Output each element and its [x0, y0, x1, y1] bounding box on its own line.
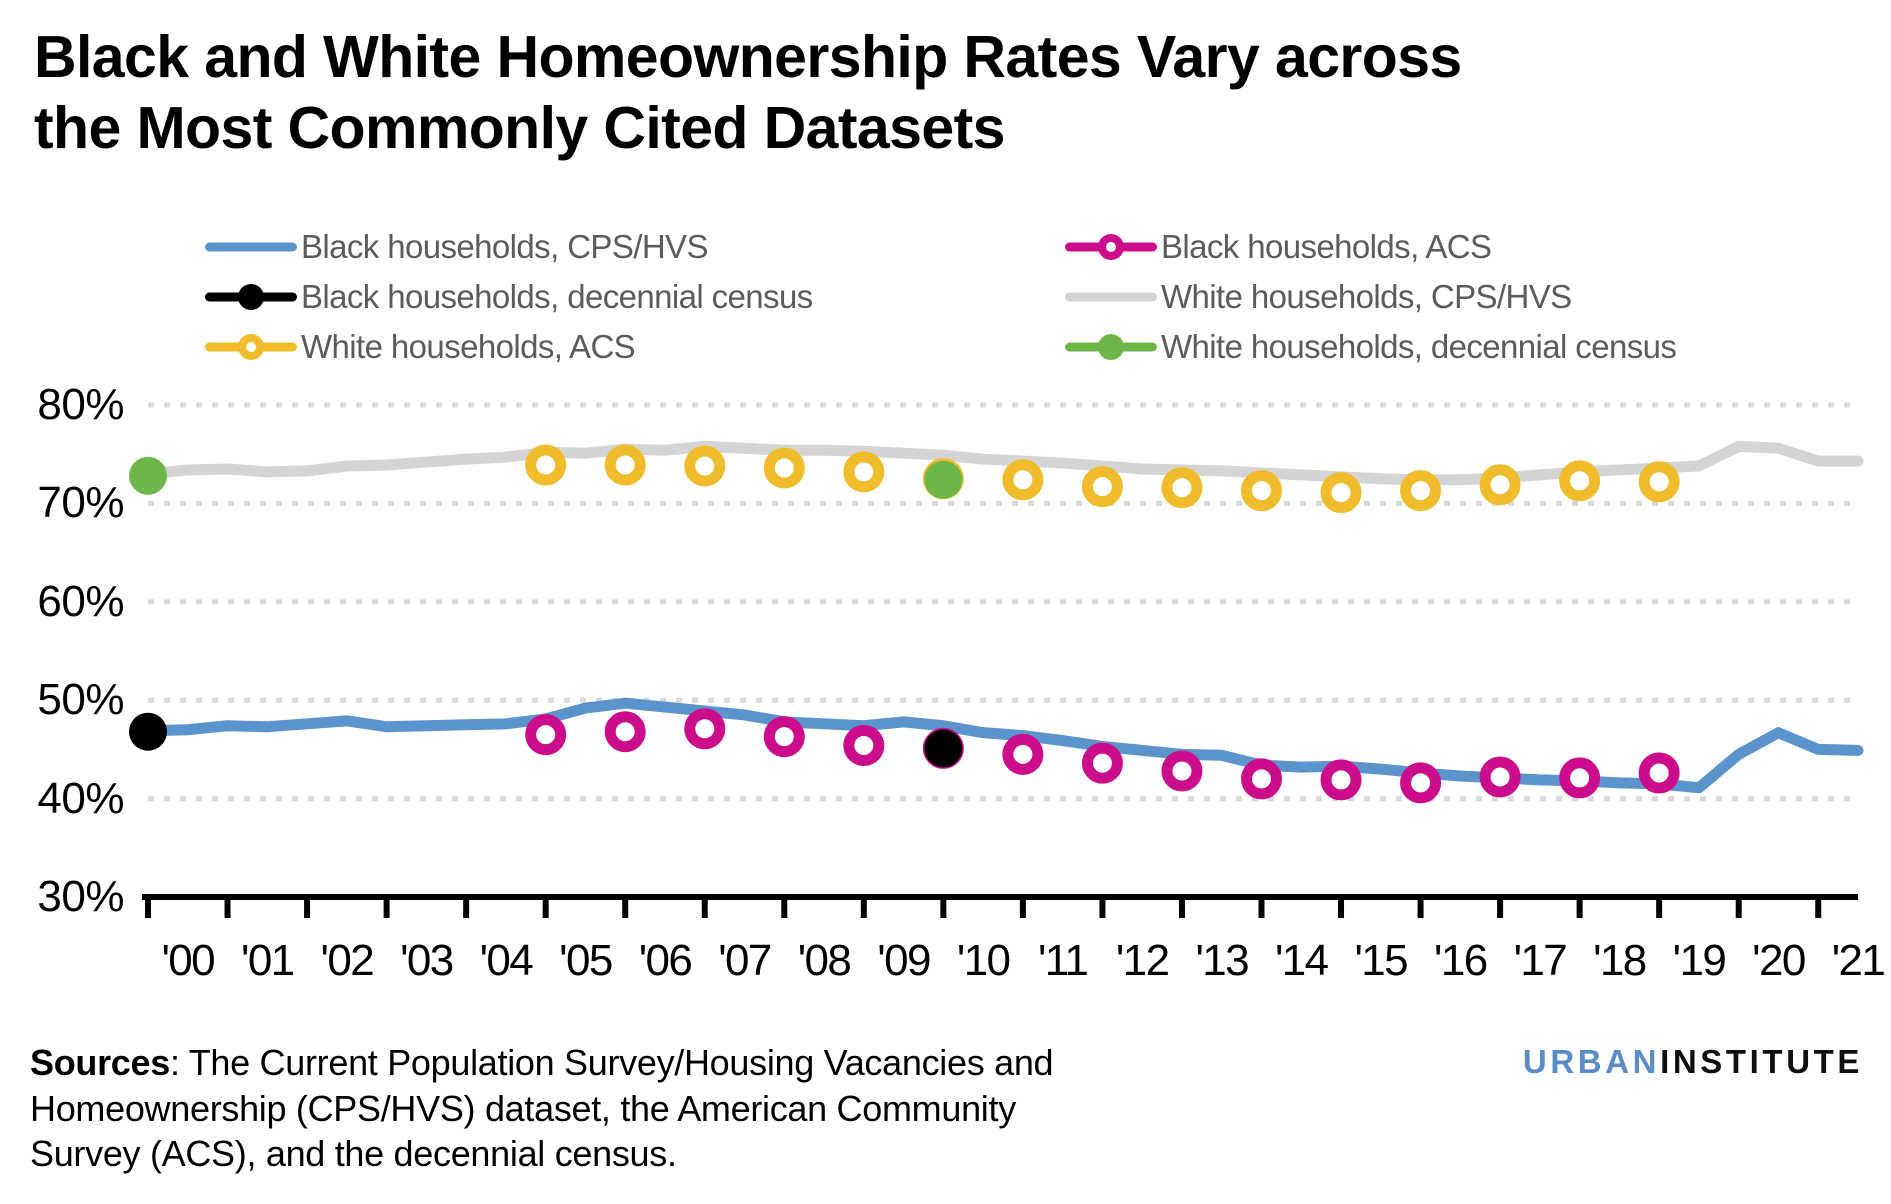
x-axis-tick-label: '04 [479, 936, 534, 985]
legend-item-white-acs[interactable]: White households, ACS [205, 322, 1065, 372]
data-point-marker [684, 708, 726, 750]
legend-item-white-census[interactable]: White households, decennial census [1065, 322, 1865, 372]
page-title: Black and White Homeownership Rates Vary… [34, 24, 1462, 162]
data-point-marker [1081, 466, 1123, 508]
x-axis-tick-label: '21 [1831, 936, 1886, 985]
legend-label-black-census: Black households, decennial census [301, 278, 813, 315]
data-point-marker [924, 729, 963, 768]
data-point-marker [1479, 464, 1521, 506]
data-point-marker [1081, 742, 1123, 784]
data-point-marker [1240, 758, 1282, 800]
legend-item-black-cpshvs[interactable]: Black households, CPS/HVS [205, 222, 1065, 272]
legend-swatch-black-census [205, 284, 297, 310]
x-axis-tick-label: '18 [1593, 936, 1647, 985]
data-point-marker [1320, 759, 1362, 801]
urban-institute-logo: URBANINSTITUTE [1523, 1043, 1863, 1081]
y-axis-tick-label: 50% [37, 675, 124, 725]
y-axis-tick-label: 30% [37, 872, 124, 921]
data-point-marker [924, 460, 963, 499]
data-point-marker [1002, 459, 1044, 501]
data-point-marker [1161, 467, 1203, 509]
legend-swatch-white-census [1065, 334, 1157, 360]
legend-label-white-cpshvs: White households, CPS/HVS [1161, 278, 1572, 315]
logo-institute: INSTITUTE [1660, 1043, 1863, 1080]
x-axis-tick-label: '05 [559, 936, 613, 985]
data-point-marker [525, 714, 567, 756]
y-axis-labels: 80% 70% 60% 50% 40% 30% [0, 0, 124, 1204]
legend-label-black-cpshvs: Black households, CPS/HVS [301, 228, 708, 265]
logo-urban: URBAN [1522, 1043, 1661, 1080]
x-axis-tick-label: '03 [400, 936, 454, 985]
y-axis-tick-label: 40% [37, 773, 124, 823]
data-point-marker [763, 716, 805, 758]
data-point-marker [1161, 750, 1203, 792]
data-point-marker [843, 451, 885, 493]
x-axis-tick-label: '15 [1354, 936, 1409, 985]
axis [142, 894, 1858, 918]
series-line [142, 697, 1864, 794]
data-point-marker [129, 456, 167, 495]
x-axis-tick-label: '00 [161, 936, 215, 985]
data-point-marker [1559, 757, 1601, 799]
x-axis-tick-label: '02 [320, 936, 375, 985]
x-axis-tick-label: '01 [241, 936, 295, 985]
chart-legend: Black households, CPS/HVS Black househol… [205, 222, 1865, 372]
data-point-marker [763, 447, 805, 489]
data-point-marker [1002, 733, 1044, 775]
sources-label: Sources [30, 1042, 170, 1083]
data-point-marker [922, 727, 964, 769]
data-point-marker [129, 712, 167, 751]
data-point-marker [604, 444, 646, 486]
legend-item-black-acs[interactable]: Black households, ACS [1065, 222, 1865, 272]
legend-swatch-white-acs [205, 334, 297, 360]
data-point-marker [1638, 461, 1680, 503]
legend-label-white-acs: White households, ACS [301, 328, 636, 365]
sources-text: : The Current Population Survey/Housing … [30, 1042, 1054, 1175]
x-axis-tick-label: '11 [1038, 936, 1089, 985]
data-point-marker [1400, 762, 1442, 804]
legend-item-black-census[interactable]: Black households, decennial census [205, 272, 1065, 322]
data-point-marker [525, 444, 567, 486]
gridlines [148, 402, 1858, 802]
data-point-marker [843, 724, 885, 766]
y-axis-tick-label: 80% [37, 380, 124, 429]
legend-swatch-white-cpshvs [1065, 284, 1157, 310]
data-point-marker [1638, 752, 1680, 794]
legend-label-black-acs: Black households, ACS [1161, 228, 1492, 265]
x-axis-tick-label: '09 [877, 936, 931, 985]
x-axis-tick-label: '08 [797, 936, 852, 985]
x-axis-labels: '00 '01 '02 '03 '04 '05 '06 '07 '08 '09 '10 '11 '12 '… [0, 936, 1891, 996]
series-markers [129, 444, 1680, 804]
data-point-marker [1479, 756, 1521, 798]
legend-swatch-black-acs [1065, 234, 1157, 260]
x-axis-tick-label: '07 [718, 936, 772, 985]
legend-label-white-census: White households, decennial census [1161, 328, 1677, 365]
data-point-marker [1400, 470, 1442, 512]
y-axis-tick-label: 70% [37, 478, 124, 528]
data-point-marker [684, 445, 726, 487]
legend-swatch-black-cpshvs [205, 234, 297, 260]
x-axis-tick-label: '14 [1274, 936, 1329, 985]
data-point-marker [1559, 460, 1601, 502]
x-axis-tick-label: '19 [1672, 936, 1727, 985]
data-point-marker [604, 711, 646, 753]
data-point-marker [1320, 472, 1362, 514]
legend-item-white-cpshvs[interactable]: White households, CPS/HVS [1065, 272, 1865, 322]
y-axis-tick-label: 60% [37, 576, 124, 626]
series-lines [142, 440, 1864, 794]
x-axis-tick-label: '17 [1513, 936, 1568, 985]
series-line [142, 440, 1864, 486]
x-axis-tick-label: '10 [956, 936, 1011, 985]
x-axis-tick-label: '12 [1115, 936, 1170, 985]
data-point-marker [922, 458, 964, 500]
x-axis-tick-label: '20 [1752, 936, 1806, 985]
x-axis-tick-label: '16 [1434, 936, 1488, 985]
x-axis-tick-label: '06 [638, 936, 693, 985]
sources-note: Sources: The Current Population Survey/H… [30, 1040, 1120, 1177]
data-point-marker [1240, 470, 1282, 512]
x-axis-tick-label: '13 [1195, 936, 1249, 985]
